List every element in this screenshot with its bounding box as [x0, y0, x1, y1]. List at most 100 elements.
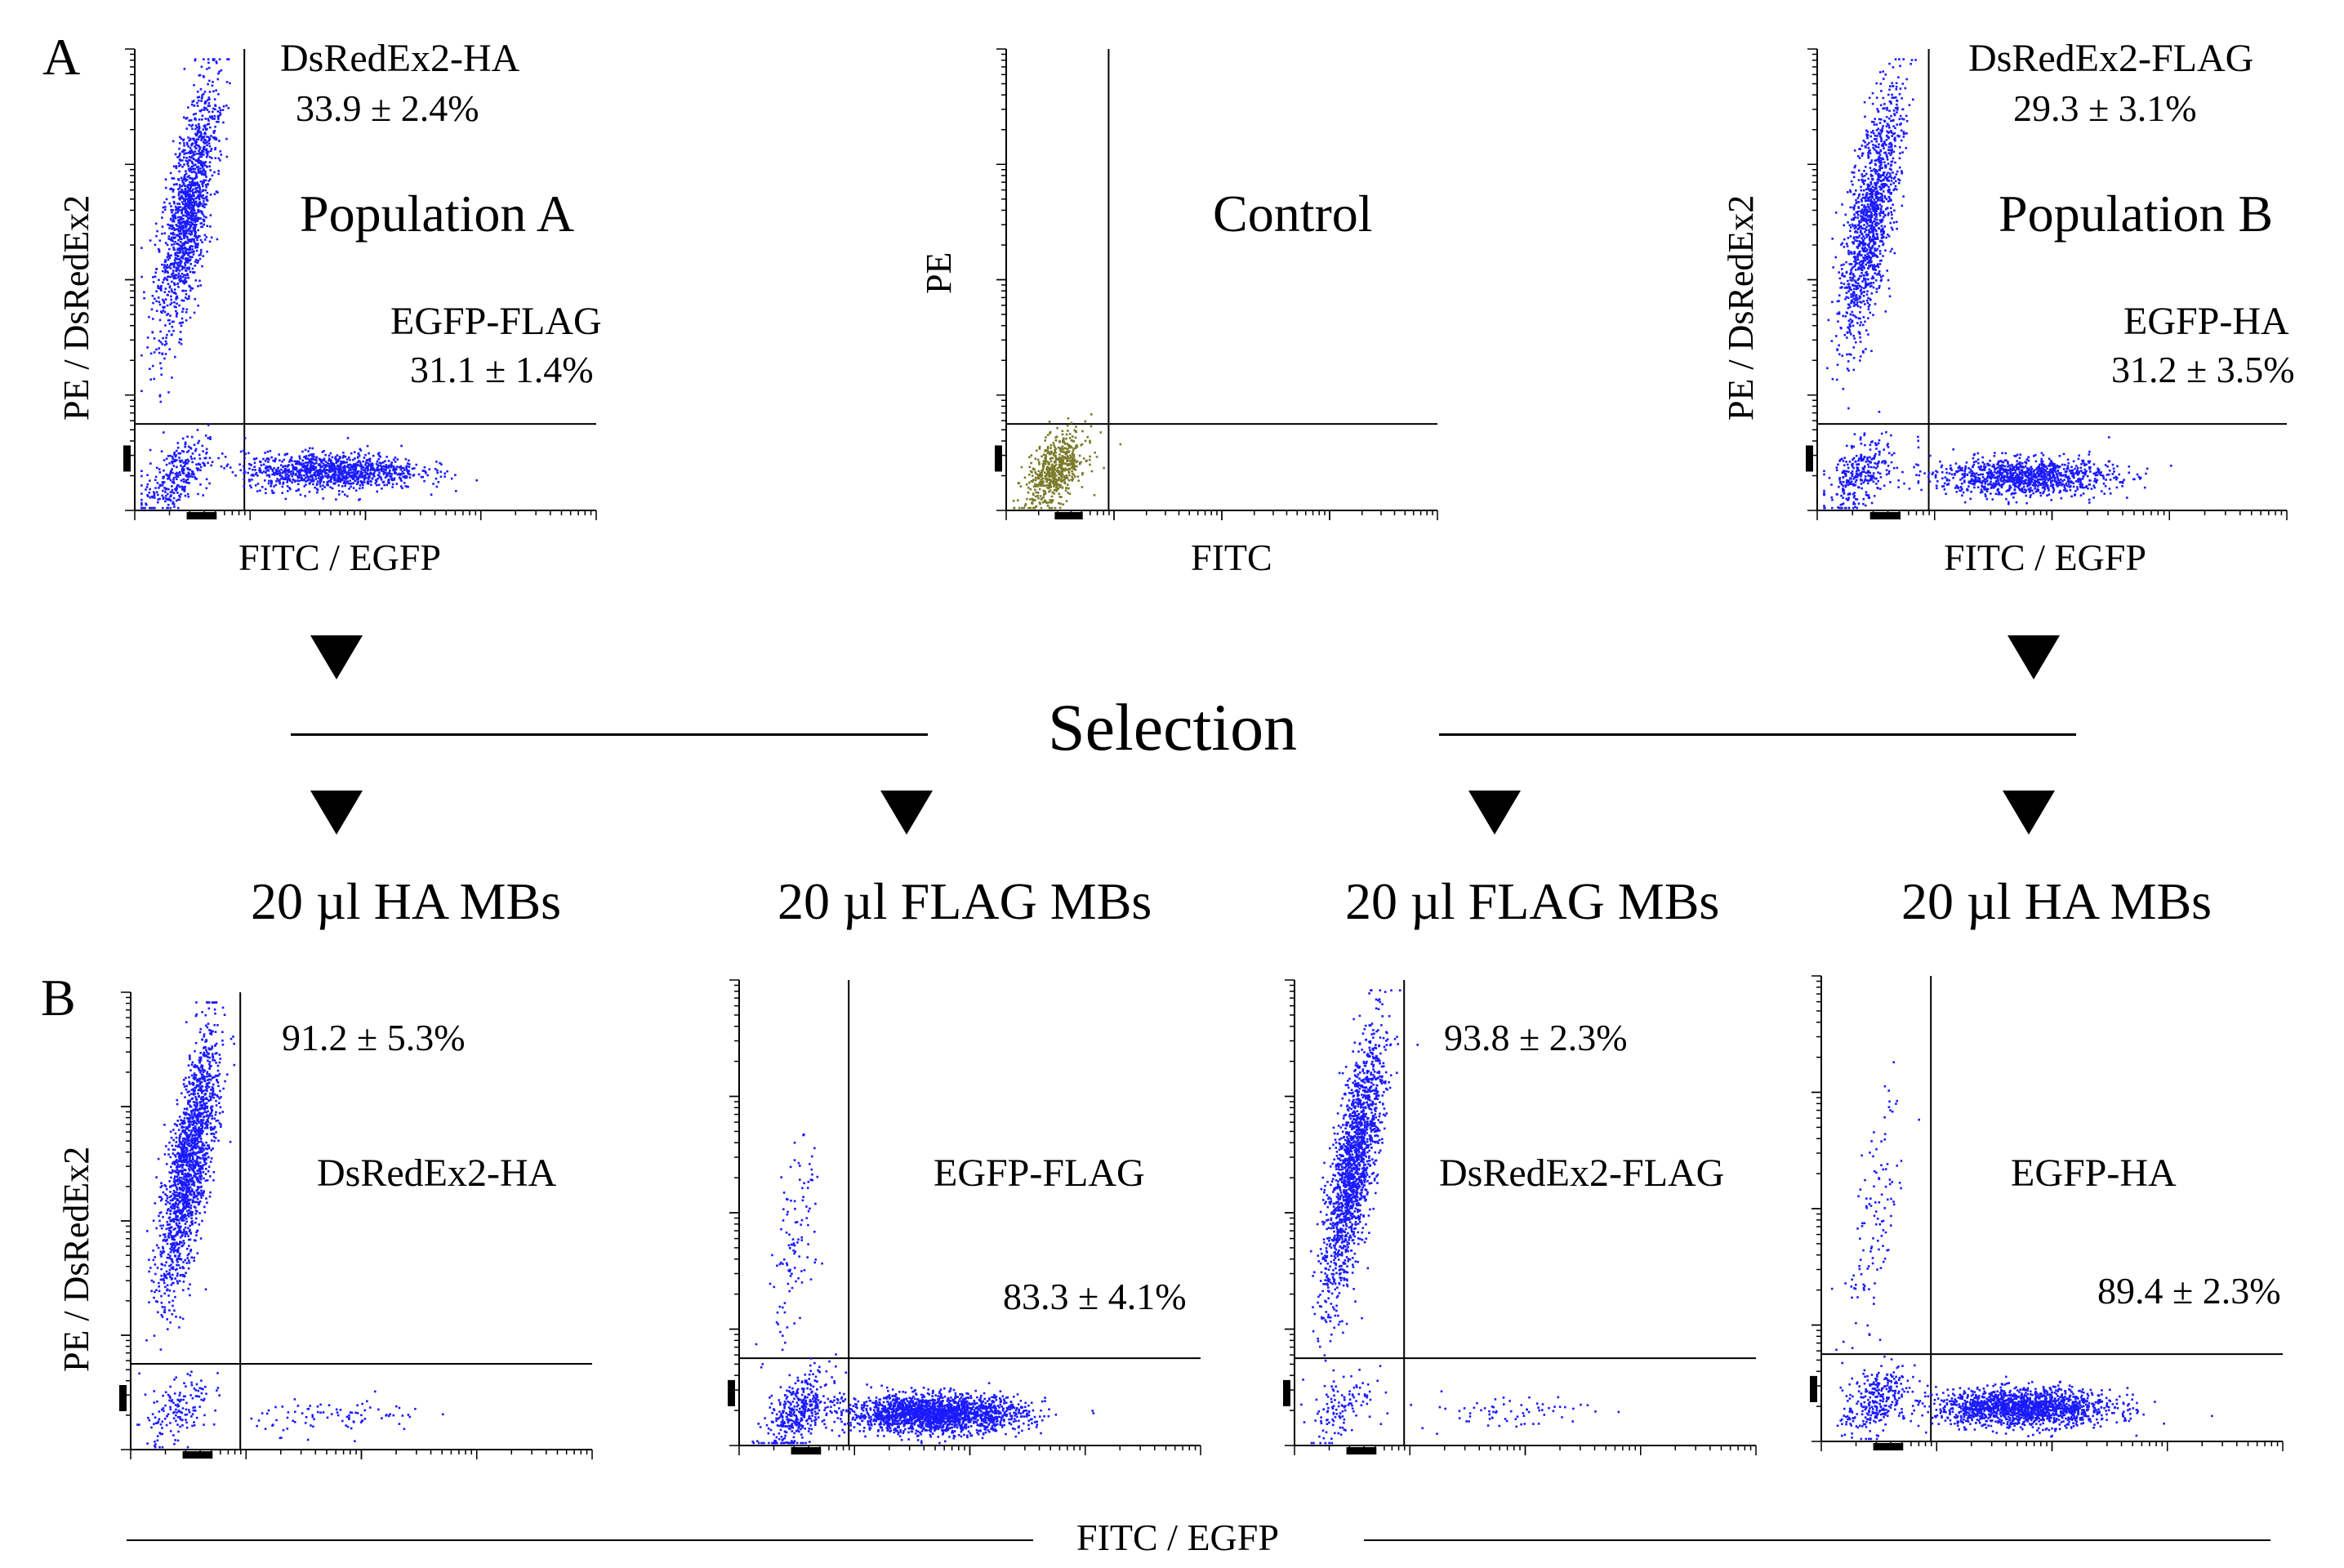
data-point: [205, 216, 207, 219]
data-point: [1885, 184, 1887, 187]
data-point: [1869, 211, 1873, 213]
data-point: [1865, 299, 1869, 302]
data-point: [206, 166, 208, 168]
data-point: [202, 213, 204, 216]
data-point: [167, 252, 170, 255]
data-point: [1068, 457, 1072, 460]
data-point: [210, 135, 212, 137]
data-point: [1084, 439, 1087, 443]
data-point: [1071, 472, 1074, 475]
data-point: [1878, 160, 1880, 163]
data-point: [1072, 435, 1074, 438]
data-point: [1849, 278, 1852, 282]
data-point: [1051, 491, 1054, 494]
data-point: [1865, 271, 1867, 274]
data-point: [1034, 495, 1037, 498]
data-point: [158, 394, 162, 397]
data-point: [273, 485, 275, 488]
data-point: [180, 241, 182, 243]
data-point: [1863, 247, 1865, 250]
data-point: [344, 461, 347, 464]
data-point: [252, 468, 254, 471]
data-point: [1862, 240, 1865, 243]
data-point: [175, 277, 177, 280]
data-point: [1853, 284, 1856, 287]
data-point: [1051, 470, 1054, 473]
data-point: [176, 211, 179, 214]
data-point: [1847, 360, 1850, 363]
data-point: [1899, 65, 1901, 68]
data-point: [303, 485, 306, 488]
data-point: [1868, 214, 1871, 217]
data-point: [1050, 468, 1054, 470]
data-point: [162, 305, 164, 309]
data-point: [1886, 106, 1888, 109]
data-point: [1056, 467, 1059, 470]
data-point: [1021, 506, 1023, 510]
data-point: [1055, 457, 1058, 461]
data-point: [149, 479, 151, 482]
data-point: [1894, 107, 1897, 109]
data-point: [172, 233, 175, 235]
data-point: [1855, 189, 1857, 192]
data-point: [1852, 236, 1856, 238]
data-point: [175, 315, 178, 318]
data-point: [1860, 242, 1863, 244]
data-point: [1883, 119, 1886, 122]
data-point: [1854, 299, 1856, 301]
data-point: [198, 194, 202, 196]
data-point: [185, 308, 189, 311]
data-point: [199, 469, 202, 472]
data-point: [182, 488, 185, 492]
data-point: [322, 474, 324, 478]
data-point: [439, 475, 443, 479]
data-point: [1864, 320, 1866, 323]
data-point: [322, 497, 324, 500]
data-point: [184, 224, 186, 226]
data-point: [183, 193, 186, 195]
data-point: [344, 484, 346, 488]
data-point: [1872, 282, 1875, 284]
data-point: [146, 336, 149, 339]
data-point: [1060, 467, 1063, 470]
data-point: [196, 184, 199, 186]
data-point: [377, 483, 381, 487]
data-point: [184, 247, 186, 249]
data-point: [207, 183, 209, 185]
data-point: [202, 150, 205, 154]
data-point: [365, 459, 368, 461]
data-point: [1886, 158, 1889, 161]
data-point: [1860, 189, 1863, 192]
data-point: [395, 483, 399, 485]
data-point: [203, 100, 207, 103]
data-point: [264, 488, 267, 491]
data-point: [188, 139, 190, 142]
data-point: [162, 298, 164, 301]
data-point: [1874, 265, 1878, 268]
data-point: [186, 482, 189, 484]
data-point: [1876, 199, 1879, 202]
data-point: [308, 459, 311, 461]
data-point: [1857, 194, 1860, 198]
data-point: [303, 478, 306, 481]
data-point: [389, 469, 391, 472]
data-point: [179, 247, 182, 249]
data-point: [186, 186, 189, 189]
data-point: [1836, 348, 1838, 350]
data-point: [204, 172, 207, 175]
data-point: [186, 214, 189, 216]
data-point: [145, 503, 148, 506]
data-point: [1879, 186, 1883, 189]
data-point: [168, 462, 171, 465]
data-point: [368, 464, 370, 466]
data-point: [1872, 144, 1874, 146]
data-point: [1863, 267, 1865, 270]
data-point: [172, 140, 175, 143]
ctrl-cluster: [1012, 413, 1122, 510]
data-point: [267, 466, 270, 469]
data-point: [197, 211, 200, 214]
data-point: [189, 469, 192, 471]
data-point: [392, 469, 394, 472]
data-point: [1053, 454, 1056, 457]
data-point: [1873, 138, 1876, 140]
